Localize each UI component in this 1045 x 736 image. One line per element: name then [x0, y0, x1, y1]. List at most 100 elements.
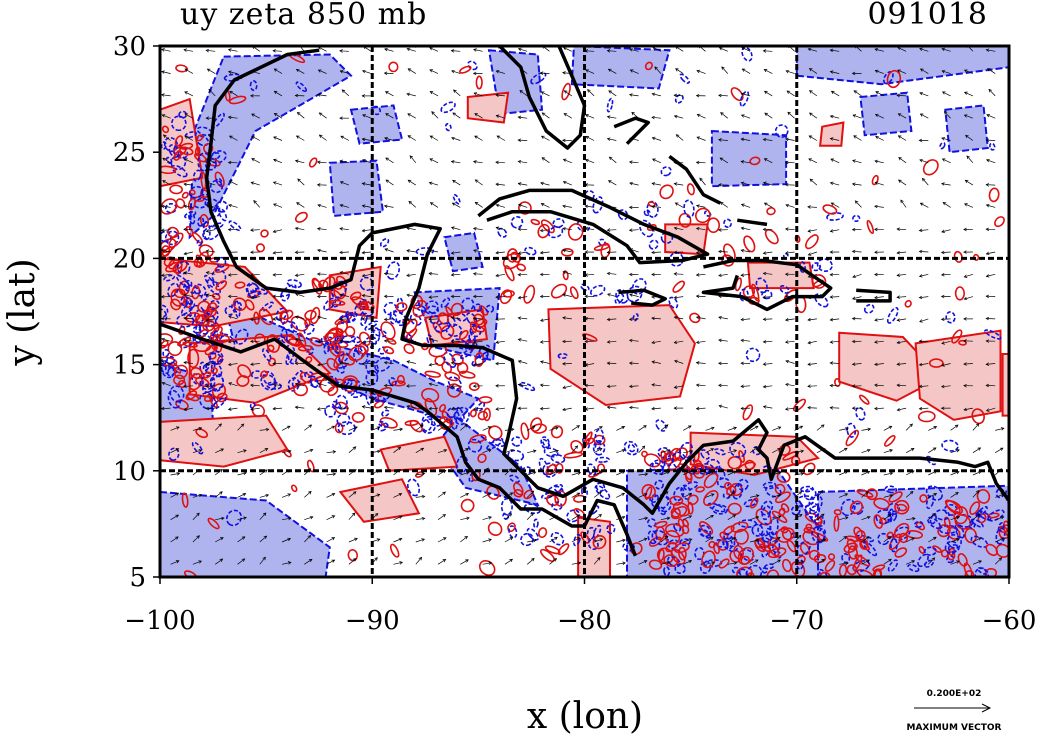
wind-vector-743 — [830, 71, 840, 74]
contour-blob-564 — [679, 538, 691, 547]
wind-vector-776 — [874, 407, 884, 410]
wind-vector-head-545 — [651, 204, 655, 209]
wind-vector-470 — [585, 273, 595, 276]
contour-blob-631 — [649, 462, 665, 476]
wind-vector-head-661 — [762, 295, 767, 299]
contour-blob-254 — [212, 334, 230, 344]
wind-vector-head-139 — [273, 158, 277, 163]
wind-vector-846 — [950, 449, 960, 454]
wind-vector-383 — [496, 70, 506, 74]
contour-blob-213 — [266, 344, 275, 353]
wind-vector-head-587 — [695, 340, 700, 345]
wind-vector-356 — [474, 135, 483, 141]
wind-vector-head-883 — [966, 155, 970, 160]
wind-vector-877 — [964, 296, 974, 300]
wind-vector-head-92 — [228, 135, 233, 139]
wind-vector-head-602 — [732, 537, 737, 541]
wind-vector-841 — [950, 560, 960, 565]
wind-vector-850 — [941, 363, 951, 366]
wind-vector-head-496 — [606, 228, 611, 232]
wind-vector-438 — [571, 445, 578, 453]
wind-vector-head-743 — [829, 70, 834, 74]
wind-vector-head-592 — [695, 226, 700, 231]
wind-vector-45 — [184, 113, 194, 119]
wind-vector-602 — [727, 537, 736, 543]
contour-blob-59 — [177, 336, 192, 347]
wind-vector-head-843 — [956, 515, 960, 520]
contour-blob-667 — [875, 509, 893, 525]
wind-vector-head-104 — [250, 407, 254, 411]
contour-blob-236 — [364, 320, 379, 331]
contour-blob-805 — [499, 289, 513, 305]
wind-vector-18 — [162, 180, 171, 186]
wind-vector-head-148 — [308, 490, 312, 495]
wind-vector-170 — [326, 537, 335, 543]
wind-vector-35 — [183, 339, 193, 342]
wind-vector-head-465 — [584, 383, 588, 388]
wind-vector-head-313 — [465, 559, 469, 563]
wind-vector-844 — [950, 492, 959, 498]
contour-blob-581 — [729, 442, 747, 458]
wind-vector-head-859 — [941, 158, 946, 162]
wind-vector-129 — [273, 383, 283, 387]
wind-vector-head-683 — [784, 340, 789, 344]
wind-vector-825 — [919, 385, 929, 387]
wind-vector-751 — [861, 428, 871, 431]
wind-vector-head-199 — [354, 426, 358, 430]
wind-vector-108 — [250, 318, 260, 321]
wind-vector-641 — [741, 204, 751, 208]
contour-blob-362 — [381, 409, 390, 417]
wind-vector-537 — [651, 384, 661, 387]
wind-vector-144 — [273, 50, 283, 52]
wind-vector-head-130 — [272, 361, 276, 366]
wind-vector-head-670 — [763, 90, 768, 95]
wind-vector-389 — [527, 471, 536, 476]
contour-blob-49 — [204, 274, 215, 288]
wind-vector-head-688 — [784, 227, 789, 231]
wind-vector-355 — [473, 161, 483, 164]
wind-vector-724 — [839, 493, 848, 498]
wind-vector-head-38 — [183, 271, 188, 275]
wind-vector-head-397 — [517, 295, 522, 300]
contour-blob-378 — [438, 403, 447, 413]
wind-vector-head-695 — [785, 69, 790, 74]
wind-vector-head-638 — [740, 273, 745, 277]
contour-blob-307 — [344, 379, 361, 394]
wind-vector-569 — [675, 202, 684, 208]
wind-vector-head-193 — [352, 558, 357, 562]
wind-vector-head-736 — [829, 229, 834, 233]
wind-vector-head-469 — [584, 294, 588, 299]
wind-vector-head-388 — [530, 490, 535, 495]
wind-vector-head-228 — [361, 317, 365, 321]
wind-vector-138 — [273, 181, 283, 186]
wind-vector-head-136 — [272, 229, 277, 234]
wind-vector-head-98 — [263, 535, 268, 540]
contour-blob-567 — [771, 510, 788, 524]
wind-vector-499 — [609, 156, 617, 164]
wind-vector-head-443 — [562, 339, 566, 344]
wind-vector-486 — [616, 449, 626, 454]
wind-vector-624 — [719, 47, 728, 52]
wind-vector-head-155 — [294, 337, 299, 342]
wind-vector-745 — [861, 559, 870, 565]
wind-vector-head-354 — [474, 179, 479, 183]
wind-vector-530 — [660, 536, 669, 543]
wind-vector-604 — [727, 491, 735, 498]
wind-vector-head-806 — [896, 273, 901, 277]
contour-blob-242 — [331, 280, 348, 299]
wind-vector-145 — [304, 559, 313, 565]
wind-vector-264 — [384, 48, 394, 52]
contour-blob-298 — [327, 385, 339, 397]
wind-vector-847 — [950, 424, 959, 431]
wind-vector-254 — [384, 273, 394, 275]
wind-vector-630 — [749, 447, 758, 453]
wind-vector-546 — [652, 182, 661, 186]
wind-vector-head-83 — [227, 340, 232, 344]
contour-blob-732 — [855, 529, 866, 542]
wind-vector-536 — [651, 407, 661, 410]
contour-blob-606 — [724, 481, 732, 490]
wind-vector-606 — [727, 449, 737, 454]
wind-vector-head-491 — [606, 340, 611, 344]
contour-blob-617 — [674, 563, 686, 575]
wind-vector-39 — [184, 251, 193, 255]
